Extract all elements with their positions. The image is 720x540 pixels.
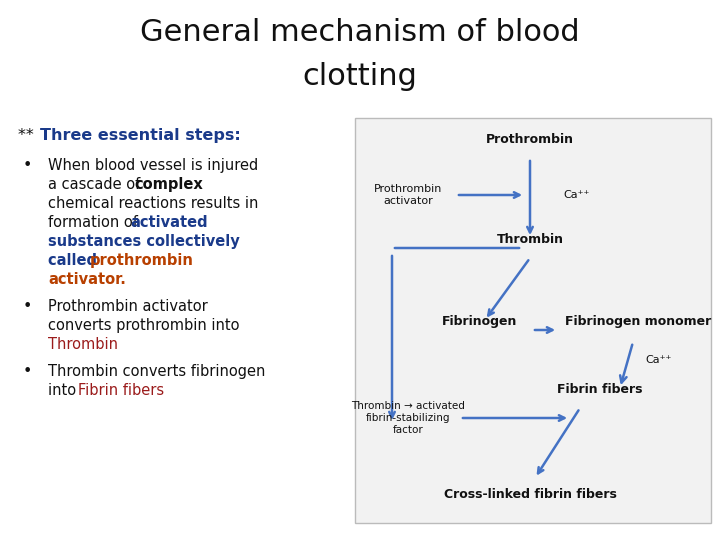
Text: **: ** bbox=[18, 128, 39, 143]
Text: Fibrinogen monomer: Fibrinogen monomer bbox=[565, 315, 711, 328]
Text: Thrombin: Thrombin bbox=[48, 337, 118, 352]
Text: •: • bbox=[23, 299, 32, 314]
Text: activator.: activator. bbox=[48, 272, 126, 287]
Text: into: into bbox=[48, 383, 81, 398]
Text: Prothrombin activator: Prothrombin activator bbox=[48, 299, 208, 314]
Text: called: called bbox=[48, 253, 102, 268]
Text: Cross-linked fibrin fibers: Cross-linked fibrin fibers bbox=[444, 488, 616, 501]
Text: Thrombin converts fibrinogen: Thrombin converts fibrinogen bbox=[48, 364, 266, 379]
Text: a cascade of: a cascade of bbox=[48, 177, 145, 192]
Text: •: • bbox=[23, 158, 32, 173]
Text: clotting: clotting bbox=[302, 62, 418, 91]
Text: Fibrin fibers: Fibrin fibers bbox=[557, 383, 643, 396]
Text: activated: activated bbox=[130, 215, 207, 230]
Text: Thrombin → activated
fibrin-stabilizing
factor: Thrombin → activated fibrin-stabilizing … bbox=[351, 401, 465, 435]
Text: formation of: formation of bbox=[48, 215, 143, 230]
Text: Three essential steps:: Three essential steps: bbox=[40, 128, 240, 143]
Text: General mechanism of blood: General mechanism of blood bbox=[140, 18, 580, 47]
Text: When blood vessel is injured: When blood vessel is injured bbox=[48, 158, 258, 173]
Text: substances collectively: substances collectively bbox=[48, 234, 240, 249]
Text: Ca⁺⁺: Ca⁺⁺ bbox=[563, 190, 590, 200]
Text: prothrombin: prothrombin bbox=[90, 253, 194, 268]
Text: Fibrinogen: Fibrinogen bbox=[442, 315, 518, 328]
Text: Prothrombin
activator: Prothrombin activator bbox=[374, 184, 442, 206]
Text: Thrombin: Thrombin bbox=[497, 233, 564, 246]
Text: converts prothrombin into: converts prothrombin into bbox=[48, 318, 240, 333]
Text: Prothrombin: Prothrombin bbox=[486, 133, 574, 146]
Text: Ca⁺⁺: Ca⁺⁺ bbox=[645, 355, 671, 365]
Text: chemical reactions results in: chemical reactions results in bbox=[48, 196, 258, 211]
FancyBboxPatch shape bbox=[355, 118, 711, 523]
Text: Fibrin fibers: Fibrin fibers bbox=[78, 383, 164, 398]
Text: complex: complex bbox=[134, 177, 203, 192]
Text: •: • bbox=[23, 364, 32, 379]
